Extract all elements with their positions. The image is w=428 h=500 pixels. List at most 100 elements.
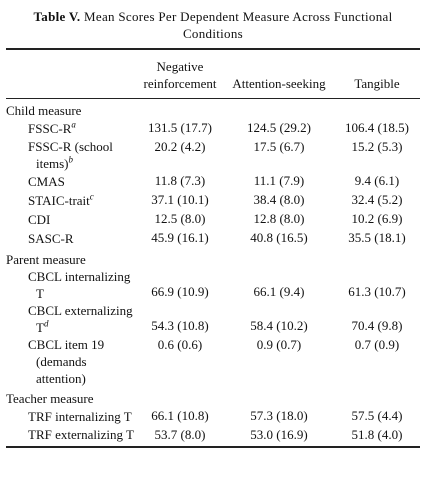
row-label-text: STAIC-traitc [28,192,136,209]
table-head: Negative reinforcement Attention-seeking… [6,49,420,99]
cell: 57.3 (18.0) [250,408,308,423]
section-row: Child measure [6,99,420,120]
cell: 10.2 (6.9) [351,211,403,226]
label-text: CBCL item 19 (demands attention) [28,337,105,386]
row-label-text: CMAS [28,173,136,190]
row-label-text: TRF externalizing T [28,426,136,443]
row-label-text: TRF internalizing T [28,408,136,425]
table-caption: Table V. Mean Scores Per Dependent Measu… [6,8,420,42]
cell: 12.5 (8.0) [154,211,206,226]
cell: 0.9 (0.7) [256,337,302,352]
row-label: FSSC-Ra [6,119,136,138]
cell: 20.2 (4.2) [154,139,206,154]
row-label-text: CBCL item 19 (demands attention) [28,336,136,387]
cell: 40.8 (16.5) [250,230,308,245]
cell: 61.3 (10.7) [348,284,406,299]
label-text: CBCL externalizing T [28,303,133,335]
label-text: TRF externalizing T [28,427,134,442]
label-text: FSSC-R (school items) [28,139,113,171]
label-text: CBCL internalizing T [28,269,131,301]
table-body: Child measure FSSC-Ra 131.5 (17.7) 124.5 (2… [6,99,420,447]
row-label-text: FSSC-Ra [28,120,136,137]
section-heading: Child measure [6,103,82,118]
label-text: CDI [28,212,51,227]
data-row: STAIC-traitc 37.1 (10.1) 38.4 (8.0) 32.4 (5… [6,191,420,210]
cell: 9.4 (6.1) [354,173,400,188]
row-label: CBCL item 19 (demands attention) [6,336,136,387]
label-text: SASC-R [28,231,74,246]
cell: 66.1 (10.8) [151,408,209,423]
cell: 37.1 (10.1) [151,192,209,207]
row-label-text: FSSC-R (school items)b [28,138,136,172]
footnote-mark: b [68,154,74,165]
row-label-text: SASC-R [28,230,136,247]
row-label: SASC-R [6,229,136,248]
header-row: Negative reinforcement Attention-seeking… [6,49,420,99]
data-row: CBCL internalizing T 66.9 (10.9) 66.1 (9.4… [6,268,420,302]
data-row: CBCL item 19 (demands attention) 0.6 (0.6… [6,336,420,387]
table-label: Table V. [33,9,81,24]
cell: 131.5 (17.7) [148,120,212,135]
row-label: CBCL externalizing Td [6,302,136,336]
section-heading: Teacher measure [6,391,94,406]
row-label: STAIC-traitc [6,191,136,210]
cell: 70.4 (9.8) [351,318,403,333]
cell: 66.1 (9.4) [253,284,305,299]
cell: 53.0 (16.9) [250,427,308,442]
footnote-mark: d [43,318,49,329]
cell: 57.5 (4.4) [351,408,403,423]
header-cell [6,49,136,99]
cell: 17.5 (6.7) [253,139,305,154]
cell: 0.7 (0.9) [354,337,400,352]
cell: 53.7 (8.0) [154,427,206,442]
label-text: TRF internalizing T [28,409,132,424]
label-text: STAIC-trait [28,193,90,208]
row-label: FSSC-R (school items)b [6,138,136,172]
row-label: TRF externalizing T [6,426,136,447]
cell: 124.5 (29.2) [247,120,311,135]
table-figure: Table V. Mean Scores Per Dependent Measu… [6,8,420,448]
row-label-text: CBCL internalizing T [28,268,136,302]
cell: 15.2 (5.3) [351,139,403,154]
data-row: CDI 12.5 (8.0) 12.8 (8.0) 10.2 (6.9) [6,210,420,229]
table: Negative reinforcement Attention-seeking… [6,48,420,448]
cell: 45.9 (16.1) [151,230,209,245]
header-cell: Negative reinforcement [143,59,217,91]
section-heading: Parent measure [6,252,86,267]
data-row: SASC-R 45.9 (16.1) 40.8 (16.5) 35.5 (18.1) [6,229,420,248]
cell: 32.4 (5.2) [351,192,403,207]
cell: 11.1 (7.9) [253,173,305,188]
cell: 11.8 (7.3) [154,173,206,188]
data-row: CBCL externalizing Td 54.3 (10.8) 58.4 (10… [6,302,420,336]
table-title: Mean Scores Per Dependent Measure Across… [84,9,393,41]
cell: 58.4 (10.2) [250,318,308,333]
row-label: CMAS [6,172,136,191]
row-label-text: CDI [28,211,136,228]
cell: 51.8 (4.0) [351,427,403,442]
label-text: FSSC-R [28,121,72,136]
footnote-mark: a [71,119,76,130]
header-cell: Tangible [354,76,400,91]
row-label-text: CBCL externalizing Td [28,302,136,336]
cell: 54.3 (10.8) [151,318,209,333]
data-row: FSSC-Ra 131.5 (17.7) 124.5 (29.2) 106.4 (18… [6,119,420,138]
cell: 12.8 (8.0) [253,211,305,226]
cell: 38.4 (8.0) [253,192,305,207]
row-label: CBCL internalizing T [6,268,136,302]
data-row: CMAS 11.8 (7.3) 11.1 (7.9) 9.4 (6.1) [6,172,420,191]
row-label: TRF internalizing T [6,407,136,426]
row-label: CDI [6,210,136,229]
data-row: FSSC-R (school items)b 20.2 (4.2) 17.5 (6.… [6,138,420,172]
cell: 0.6 (0.6) [157,337,203,352]
label-text: CMAS [28,174,65,189]
cell: 66.9 (10.9) [151,284,209,299]
data-row: TRF internalizing T 66.1 (10.8) 57.3 (18.0… [6,407,420,426]
cell: 106.4 (18.5) [345,120,409,135]
section-row: Teacher measure [6,387,420,407]
section-row: Parent measure [6,248,420,268]
footnote-mark: c [89,191,94,202]
cell: 35.5 (18.1) [348,230,406,245]
data-row: TRF externalizing T 53.7 (8.0) 53.0 (16.9)… [6,426,420,447]
header-cell: Attention-seeking [232,76,326,91]
